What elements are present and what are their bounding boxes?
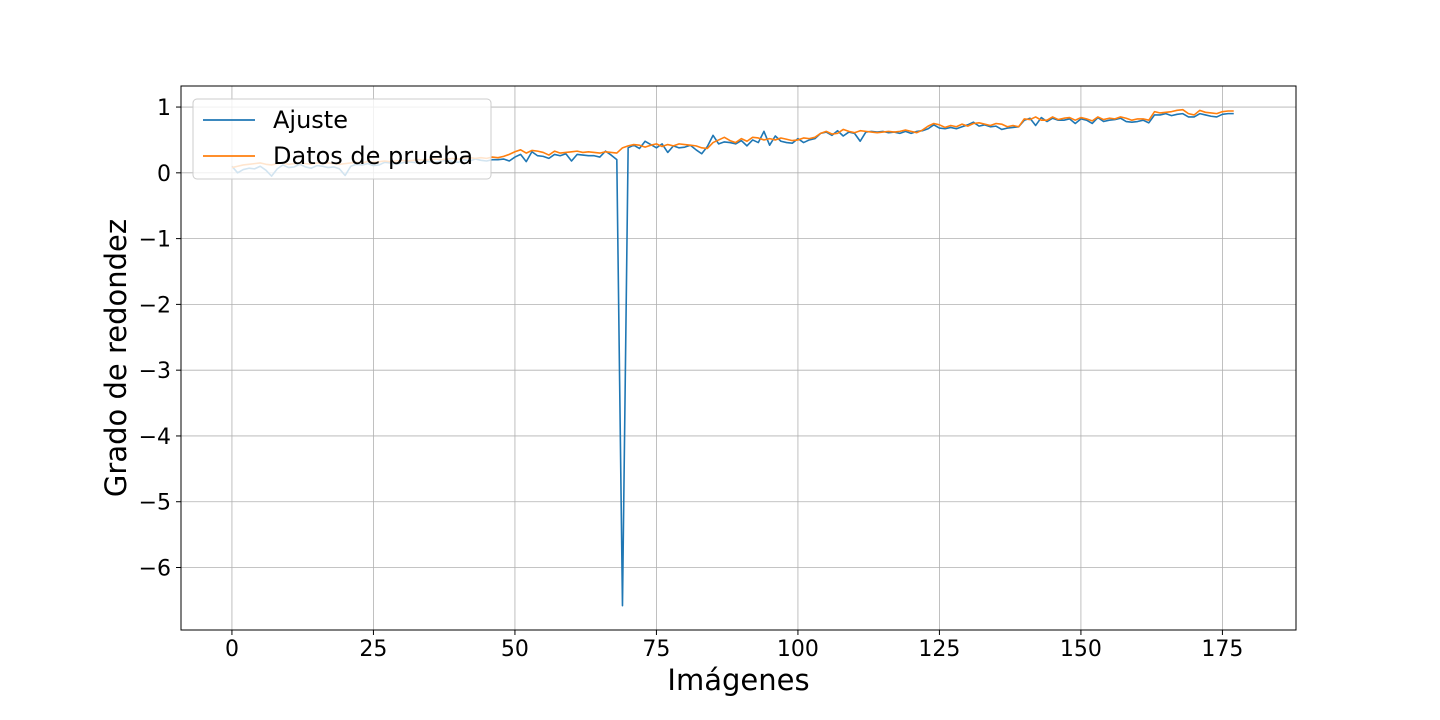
x-tick-label: 50 bbox=[501, 637, 529, 662]
legend-box bbox=[192, 98, 492, 180]
y-tick-label: −6 bbox=[139, 557, 171, 582]
x-tick-label: 25 bbox=[359, 637, 387, 662]
x-tick-label: 75 bbox=[642, 637, 670, 662]
x-tick-label: 0 bbox=[225, 637, 239, 662]
legend: Ajuste Datos de prueba bbox=[192, 98, 492, 180]
legend-label: Datos de prueba bbox=[273, 142, 473, 170]
y-tick-label: −5 bbox=[139, 491, 171, 516]
legend-label: Ajuste bbox=[273, 106, 348, 134]
y-axis-title: Grado de redondez bbox=[99, 219, 133, 497]
y-axis: 1 0 −1 −2 −3 −4 −5 −6 bbox=[139, 96, 181, 582]
y-tick-label: −4 bbox=[139, 425, 171, 450]
y-tick-label: −3 bbox=[139, 359, 171, 384]
x-axis: 0 25 50 75 100 125 150 175 bbox=[225, 630, 1243, 662]
y-tick-label: −2 bbox=[139, 293, 171, 318]
x-tick-label: 125 bbox=[918, 637, 960, 662]
y-tick-label: 1 bbox=[157, 96, 171, 121]
x-tick-label: 175 bbox=[1201, 637, 1243, 662]
x-axis-title: Imágenes bbox=[667, 663, 809, 697]
x-tick-label: 100 bbox=[777, 637, 819, 662]
y-tick-label: −1 bbox=[139, 228, 171, 253]
x-tick-label: 150 bbox=[1060, 637, 1102, 662]
axes-frame bbox=[180, 85, 1297, 631]
y-tick-label: 0 bbox=[157, 162, 171, 187]
